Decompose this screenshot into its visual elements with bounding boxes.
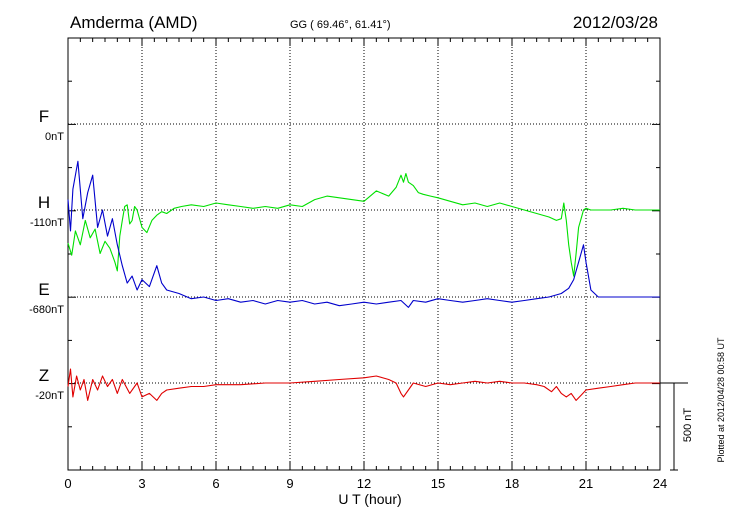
station-coords: GG ( 69.46°, 61.41°)	[290, 19, 391, 31]
channel-baseline-z: -20nT	[35, 390, 64, 402]
trace-lines	[67, 160, 660, 401]
plotted-timestamp: Plotted at 2012/04/28 00:58 UT	[716, 337, 726, 463]
channel-baseline-h: -110nT	[30, 217, 64, 229]
date-label: 2012/03/28	[573, 13, 658, 32]
x-tick-label: 9	[286, 476, 293, 491]
x-tick-label: 15	[431, 476, 445, 491]
x-tick-label: 24	[653, 476, 667, 491]
station-title: Amderma (AMD)	[70, 13, 198, 32]
channel-baseline-f: 0nT	[45, 131, 64, 143]
x-tick-label: 21	[579, 476, 593, 491]
x-tick-label: 6	[212, 476, 219, 491]
x-tick-label: 0	[64, 476, 71, 491]
trace-h	[67, 172, 660, 277]
channel-label-f: F	[39, 107, 49, 126]
scale-bar-label: 500 nT	[682, 408, 694, 443]
x-axis-label: U T (hour)	[338, 491, 401, 507]
channel-baseline-e: -680nT	[29, 304, 64, 316]
channel-label-e: E	[38, 280, 49, 299]
channel-label-h: H	[38, 193, 50, 212]
trace-z	[67, 368, 660, 401]
channel-label-z: Z	[39, 366, 49, 385]
plot-frame	[67, 37, 661, 471]
x-tick-label: 18	[505, 476, 519, 491]
x-tick-labels: 0 3 6 9 12 15 18 21 24	[64, 476, 667, 491]
x-tick-label: 3	[138, 476, 145, 491]
channel-labels: F 0nT H -110nT E -680nT Z -20nT	[29, 107, 64, 402]
grid-lines	[68, 38, 660, 470]
scale-bar: 500 nT	[660, 382, 694, 471]
trace-e	[67, 160, 660, 308]
x-tick-label: 12	[357, 476, 371, 491]
